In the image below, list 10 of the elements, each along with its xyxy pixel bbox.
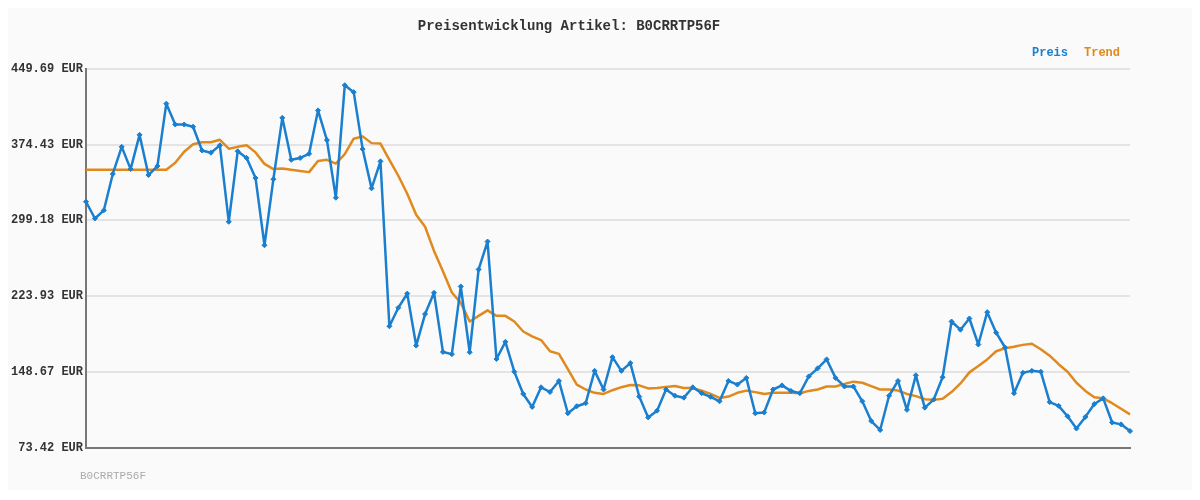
text: Trend	[1083, 45, 1121, 60]
y-tick-label: 223.93 EUR	[11, 289, 84, 304]
text: Preis	[1031, 45, 1068, 60]
y-tick-label: 73.42 EUR	[18, 440, 84, 455]
chart-title: Preisentwicklung Artikel: B0CRRTP56F	[417, 17, 721, 34]
y-tick-label: 299.18 EUR	[11, 213, 84, 228]
text: B0CRRTP56F	[79, 469, 147, 484]
y-tick-label: 449.69 EUR	[11, 61, 84, 76]
y-tick-label: 148.67 EUR	[11, 365, 84, 380]
y-tick-label: 374.43 EUR	[11, 137, 84, 152]
